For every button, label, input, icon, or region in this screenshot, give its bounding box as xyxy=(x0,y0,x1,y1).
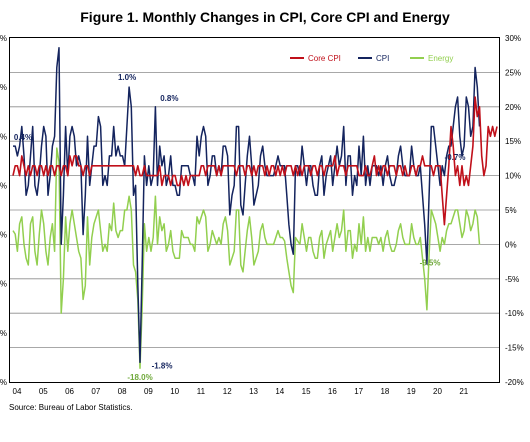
series-line-core-cpi xyxy=(12,96,498,226)
annotations: 0.4% 1.0% 0.8% -1.8%-18.0% -0.7% -9.5% xyxy=(14,73,466,382)
left-tick-label: % xyxy=(0,181,7,190)
plot-frame xyxy=(9,37,500,383)
annotation-label: 0.8% xyxy=(160,94,178,103)
right-tick-label: 10% xyxy=(505,172,521,181)
left-tick-label: % xyxy=(0,329,7,338)
x-tick-label: 04 xyxy=(13,387,22,396)
annotation-label: -18.0% xyxy=(127,373,152,382)
x-tick-label: 09 xyxy=(144,387,153,396)
right-tick-label: 5% xyxy=(505,206,517,215)
source-note: Source: Bureau of Labor Statistics. xyxy=(9,403,133,412)
annotation-label: -1.8% xyxy=(152,361,173,370)
right-tick-label: -10% xyxy=(505,309,524,318)
left-tick-label: % xyxy=(0,132,7,141)
right-tick-label: -20% xyxy=(505,378,524,387)
annotation-label: -0.7% xyxy=(445,153,466,162)
legend: Core CPI CPI Energy xyxy=(290,54,453,63)
x-tick-label: 06 xyxy=(65,387,74,396)
x-tick-label: 17 xyxy=(354,387,363,396)
right-tick-label: -5% xyxy=(505,275,519,284)
right-tick-label: 25% xyxy=(505,68,521,77)
right-tick-label: 20% xyxy=(505,103,521,112)
x-tick-label: 18 xyxy=(380,387,389,396)
x-tick-label: 20 xyxy=(433,387,442,396)
right-axis-tick-labels: 30% 25% 20% 15% 10% 5% 0% -5% -10% -15% -20% xyxy=(505,34,524,387)
left-tick-label: % xyxy=(0,280,7,289)
x-tick-label: 08 xyxy=(118,387,127,396)
x-tick-label: 13 xyxy=(249,387,258,396)
legend-label: Energy xyxy=(428,54,453,63)
annotation-label: 1.0% xyxy=(118,73,136,82)
x-tick-label: 16 xyxy=(328,387,337,396)
x-tick-label: 19 xyxy=(407,387,416,396)
x-tick-label: 07 xyxy=(91,387,100,396)
series-lines xyxy=(12,47,498,369)
annotation-label: 0.4% xyxy=(14,133,32,142)
left-tick-label: % xyxy=(0,34,7,43)
series-line-cpi xyxy=(13,47,481,364)
right-tick-label: 0% xyxy=(505,240,517,249)
left-tick-label: % xyxy=(0,231,7,240)
x-tick-label: 10 xyxy=(170,387,179,396)
x-tick-label: 05 xyxy=(39,387,48,396)
right-tick-label: 15% xyxy=(505,137,521,146)
right-tick-label: -15% xyxy=(505,344,524,353)
left-axis-tick-labels: %%%%%%%% xyxy=(0,34,7,387)
x-tick-label: 12 xyxy=(223,387,232,396)
annotation-label: -9.5% xyxy=(420,258,441,267)
left-tick-label: % xyxy=(0,83,7,92)
x-axis-tick-labels: 04 05 06 07 08 09 10 11 12 13 14 15 16 17 18 19 20 21 xyxy=(13,387,469,396)
series-line-energy xyxy=(12,147,481,369)
left-tick-label: % xyxy=(0,378,7,387)
x-tick-label: 11 xyxy=(197,387,206,396)
right-tick-label: 30% xyxy=(505,34,521,43)
legend-label: Core CPI xyxy=(308,54,341,63)
chart-title: Figure 1. Monthly Changes in CPI, Core C… xyxy=(80,9,450,25)
legend-label: CPI xyxy=(376,54,389,63)
x-tick-label: 14 xyxy=(275,387,284,396)
x-tick-label: 21 xyxy=(459,387,468,396)
x-tick-label: 15 xyxy=(302,387,311,396)
